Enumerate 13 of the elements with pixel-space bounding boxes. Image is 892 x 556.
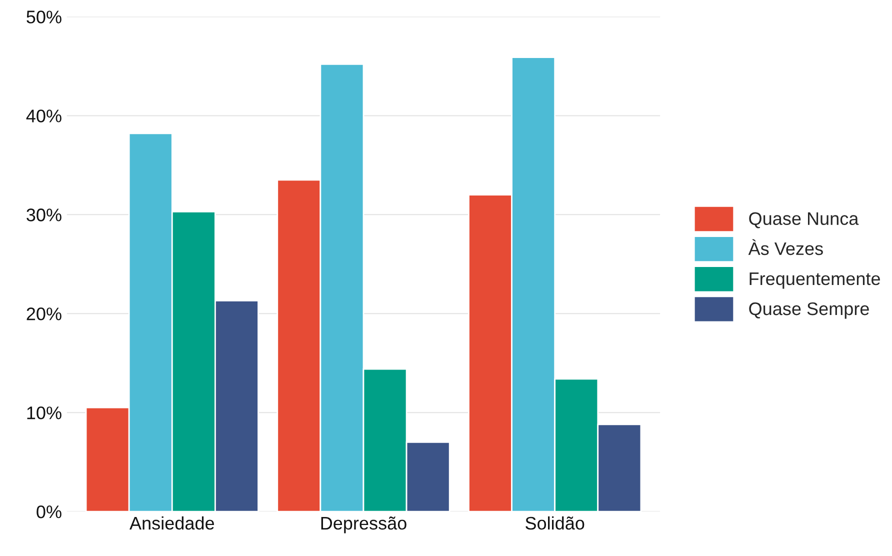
legend-label: Quase Nunca bbox=[749, 212, 859, 228]
y-tick-label: 0% bbox=[36, 505, 62, 518]
x-tick-label: Ansiedade bbox=[130, 516, 214, 530]
y-tick-label: 30% bbox=[26, 208, 62, 222]
x-tick-label: Solidão bbox=[526, 516, 584, 530]
y-tick-label: 40% bbox=[26, 110, 62, 122]
y-tick-label: 50% bbox=[26, 10, 62, 24]
x-tick-label: Depressão bbox=[321, 516, 406, 534]
legend-label: Às Vezes bbox=[748, 239, 823, 256]
y-tick-label: 20% bbox=[26, 308, 62, 320]
legend-label: Frequentemente bbox=[750, 272, 880, 289]
legend-label: Quase Sempre bbox=[749, 302, 869, 319]
y-tick-label: 10% bbox=[27, 406, 62, 420]
